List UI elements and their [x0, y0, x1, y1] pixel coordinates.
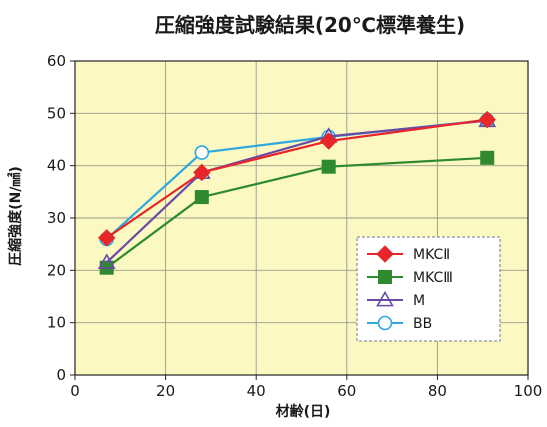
x-tick-label: 60 [337, 382, 356, 400]
legend-item: MKCⅡ [367, 245, 450, 263]
legend-item: BB [367, 315, 432, 332]
x-axis-label: 材齢(日) [276, 403, 331, 420]
data-point [478, 110, 496, 129]
legend-label: MKCⅡ [413, 247, 450, 263]
legend-item: MKCⅢ [367, 270, 453, 286]
legend-marker [378, 270, 392, 284]
series-MKCⅢ [99, 150, 495, 275]
x-tick-label: 20 [156, 382, 175, 400]
legend-marker [377, 315, 393, 331]
x-tick-label: 40 [247, 382, 266, 400]
data-point [194, 145, 210, 160]
legend-label: BB [413, 316, 432, 332]
chart-title: 圧縮強度試験結果(20℃標準養生) [155, 13, 465, 37]
data-point [98, 229, 116, 247]
series-line [105, 119, 488, 264]
y-tick-label: 0 [56, 366, 66, 384]
data-point [321, 159, 336, 174]
data-point [480, 150, 495, 165]
legend: MKCⅡ MKCⅢ M BB [356, 236, 501, 342]
legend-marker [376, 290, 394, 307]
y-tick-label: 40 [47, 157, 66, 175]
data-point [193, 163, 211, 182]
x-tick-label: 100 [514, 382, 543, 400]
series-layer [97, 110, 497, 275]
data-point [319, 132, 338, 150]
y-tick-label: 30 [47, 209, 66, 227]
series-line [106, 118, 488, 239]
series-MKCⅡ [98, 110, 496, 247]
tick-labels: 0 10 20 30 40 50 60 0 20 40 60 80 100 [47, 52, 542, 400]
data-point [97, 253, 116, 269]
legend-marker [376, 245, 394, 263]
x-tick-label: 0 [70, 382, 80, 400]
x-tick-label: 80 [428, 382, 447, 400]
legend-item: M [367, 290, 425, 309]
y-axis-label: 圧縮強度(N/㎟) [7, 166, 24, 266]
legend-label: M [413, 293, 425, 309]
y-tick-label: 10 [47, 314, 66, 332]
y-tick-label: 20 [47, 261, 66, 279]
legend-label: MKCⅢ [413, 270, 453, 286]
series-line [106, 156, 488, 269]
data-point [194, 190, 209, 205]
y-tick-label: 50 [47, 104, 66, 122]
legend-items: MKCⅡ MKCⅢ M BB [367, 245, 453, 332]
y-tick-label: 60 [47, 52, 66, 70]
